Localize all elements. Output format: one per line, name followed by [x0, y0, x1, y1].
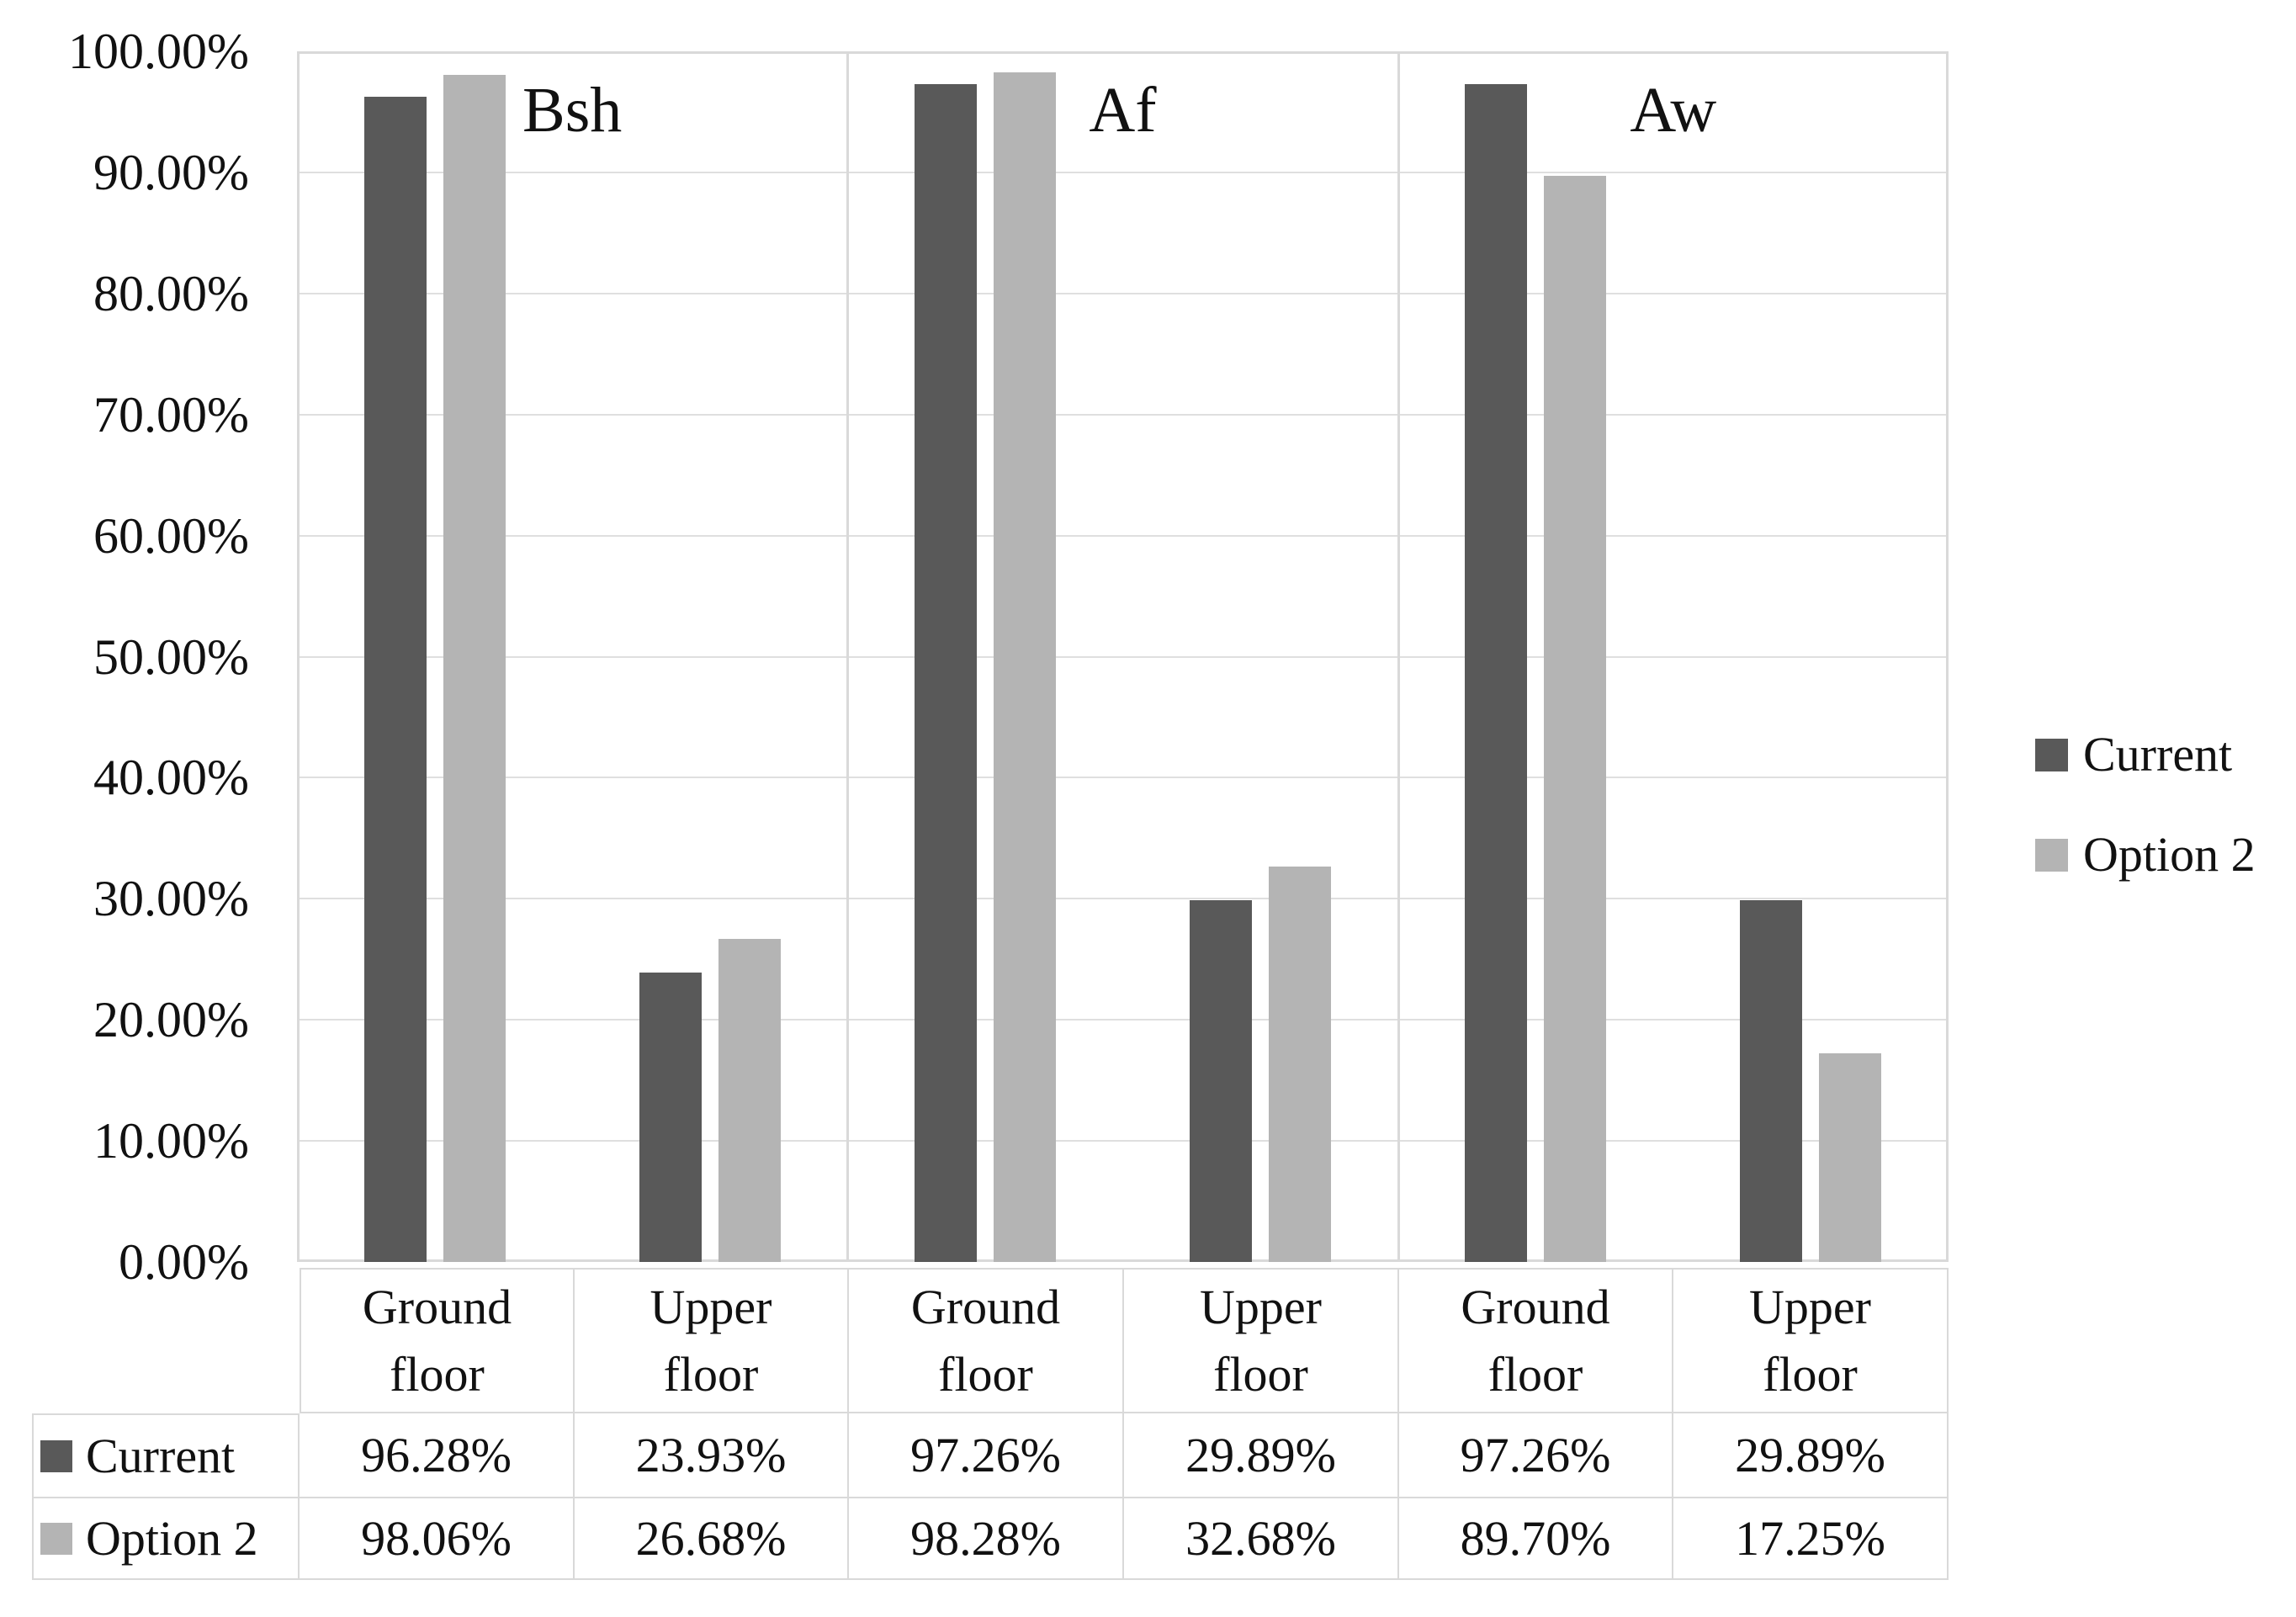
y-axis-tick-label: 80.00%: [93, 265, 249, 321]
y-axis-tick-label: 50.00%: [93, 628, 249, 685]
gridline: [300, 1140, 1946, 1143]
table-header-upper-floor: Upper floor: [1673, 1268, 1949, 1413]
y-axis-tick-label: 60.00%: [93, 507, 249, 564]
table-header-line: floor: [938, 1346, 1033, 1402]
table-cell-option-2-4: 89.70%: [1399, 1498, 1673, 1580]
table-header-line: floor: [1487, 1346, 1583, 1402]
bar-current-bsh-upper-floor: [639, 972, 702, 1262]
legend-swatch-current: [2035, 738, 2068, 771]
table-row-label-text: Option 2: [86, 1511, 258, 1566]
legend-label: Option 2: [2083, 827, 2256, 882]
gridline: [300, 655, 1946, 658]
table-cell-option-2-5: 17.25%: [1673, 1498, 1949, 1580]
table-header-line: Upper: [1749, 1279, 1871, 1334]
table-swatch-option-2: [40, 1522, 72, 1555]
table-cell-option-2-2: 98.28%: [849, 1498, 1124, 1580]
bar-option-2-aw-upper-floor: [1819, 1052, 1882, 1262]
table-header-line: Ground: [362, 1279, 512, 1334]
y-axis-tick-label: 100.00%: [68, 24, 249, 79]
gridline: [300, 777, 1946, 779]
y-axis-tick-label: 70.00%: [93, 386, 249, 443]
legend-entry-option-2: Option 2: [2035, 830, 2256, 879]
legend-label: Current: [2083, 727, 2233, 782]
table-cell-option-2-1: 26.68%: [575, 1498, 849, 1580]
bar-current-aw-upper-floor: [1740, 899, 1803, 1262]
panel-label-bsh: Bsh: [522, 75, 623, 146]
gridline: [300, 534, 1946, 537]
legend-swatch-option-2: [2035, 838, 2068, 872]
table-row-label-text: Current: [86, 1429, 236, 1483]
table-swatch-current: [40, 1439, 72, 1472]
y-axis-tick-label: 40.00%: [93, 750, 249, 806]
gridline: [300, 171, 1946, 173]
y-axis-tick-label: 20.00%: [93, 992, 249, 1048]
table-header-upper-floor: Upper floor: [575, 1268, 849, 1413]
table-cell-current-0: 96.28%: [300, 1413, 575, 1498]
table-header-line: floor: [1763, 1346, 1858, 1402]
bar-option-2-bsh-ground-floor: [443, 74, 506, 1262]
bar-current-bsh-ground-floor: [363, 96, 427, 1262]
table-cell-current-2: 97.26%: [849, 1413, 1124, 1498]
bar-option-2-af-upper-floor: [1269, 866, 1332, 1262]
table-cell-option-2-3: 32.68%: [1124, 1498, 1399, 1580]
table-header-line: floor: [390, 1346, 485, 1402]
y-axis-tick-label: 0.00%: [119, 1234, 249, 1290]
panel-label-af: Af: [1089, 75, 1157, 146]
table-header-line: floor: [663, 1346, 759, 1402]
table-header-ground-floor: Ground floor: [1399, 1268, 1673, 1413]
table-cell-current-3: 29.89%: [1124, 1413, 1399, 1498]
y-axis-tick-label: 90.00%: [93, 144, 249, 200]
panel-divider: [1397, 51, 1400, 1262]
bar-option-2-af-ground-floor: [993, 72, 1056, 1262]
bar-current-af-ground-floor: [914, 84, 977, 1262]
table-header-ground-floor: Ground floor: [849, 1268, 1124, 1413]
bar-current-aw-ground-floor: [1465, 84, 1528, 1262]
table-row-label-option-2: Option 2: [32, 1498, 300, 1580]
table-header-line: Upper: [650, 1279, 772, 1334]
gridline: [300, 292, 1946, 294]
table-header-line: Ground: [1461, 1279, 1610, 1334]
bar-current-af-upper-floor: [1190, 899, 1253, 1262]
y-axis-tick-label: 10.00%: [93, 1113, 249, 1169]
table-header-line: Ground: [910, 1279, 1061, 1334]
table-cell-current-4: 97.26%: [1399, 1413, 1673, 1498]
table-cell-option-2-0: 98.06%: [300, 1498, 575, 1580]
panel-divider: [846, 51, 850, 1262]
legend-entry-current: Current: [2035, 730, 2232, 779]
panel-label-aw: Aw: [1630, 75, 1717, 146]
table-cell-current-1: 23.93%: [575, 1413, 849, 1498]
table-cell-current-5: 29.89%: [1673, 1413, 1949, 1498]
gridline: [300, 413, 1946, 416]
gridline: [300, 898, 1946, 900]
table-header-line: Upper: [1200, 1279, 1322, 1334]
bar-option-2-bsh-upper-floor: [718, 939, 781, 1262]
table-header-ground-floor: Ground floor: [300, 1268, 575, 1413]
y-axis-tick-label: 30.00%: [93, 871, 249, 927]
table-row-label-current: Current: [32, 1413, 300, 1498]
bar-option-2-aw-ground-floor: [1544, 176, 1607, 1262]
table-header-line: floor: [1213, 1346, 1308, 1402]
gridline: [300, 1019, 1946, 1021]
table-header-upper-floor: Upper floor: [1124, 1268, 1399, 1413]
